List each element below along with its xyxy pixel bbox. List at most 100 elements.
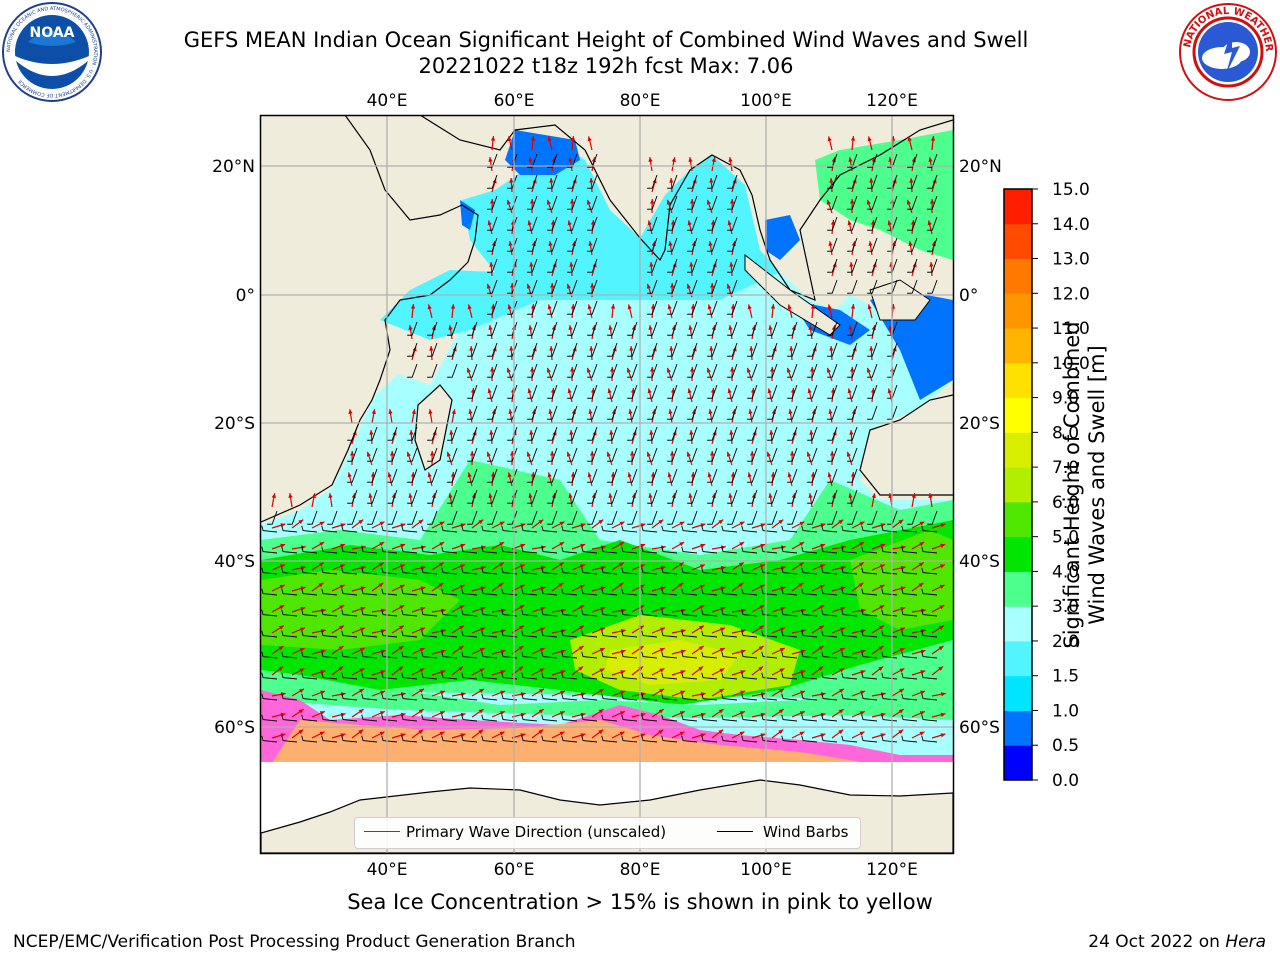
wave-arrow-head [470, 451, 475, 456]
wind-barb [281, 651, 298, 659]
wind-barb [361, 735, 378, 743]
wave-arrow-head [590, 388, 596, 393]
wave-arrow-head [320, 690, 326, 695]
wind-barb [501, 588, 518, 596]
wave-arrow-head [850, 304, 856, 309]
wave-arrow-head [278, 666, 284, 671]
wave-arrow-head [559, 731, 565, 736]
colorbar-segment [1004, 536, 1032, 572]
wind-barb [867, 384, 878, 399]
wind-barb [707, 216, 718, 231]
wind-barb [841, 693, 858, 701]
colorbar-segment [1004, 710, 1032, 746]
wave-arrow-head [728, 493, 733, 498]
wave-arrow-head [880, 543, 886, 548]
wind-barb [407, 321, 418, 336]
wave-arrow-head [789, 346, 794, 351]
wave-arrow-head [867, 136, 872, 142]
wave-arrow-head [546, 199, 551, 205]
wind-barb [281, 672, 298, 680]
wave-arrow-head [427, 472, 432, 478]
wave-arrow-head [606, 451, 611, 457]
wind-barb [847, 405, 858, 420]
wave-arrow-head [627, 304, 632, 310]
wave-arrow-head [818, 646, 824, 651]
wave-arrow-head [929, 262, 934, 267]
wave-arrow-head [647, 388, 652, 394]
wave-arrow-head [328, 493, 333, 498]
wave-arrow-head [558, 582, 564, 588]
wave-arrow-head [586, 199, 591, 205]
right-lat-label: 60°S [959, 718, 1000, 738]
wind-barb [427, 363, 438, 378]
wave-arrow-head [507, 472, 512, 478]
wave-arrow-head [570, 136, 576, 141]
footer-date-text: 24 Oct 2022 on [1088, 932, 1220, 952]
wind-barb [787, 468, 798, 483]
wave-arrow-head [787, 304, 792, 310]
wave-arrow-head [940, 523, 946, 528]
wave-arrow-head [649, 430, 654, 435]
wind-barb [721, 651, 738, 659]
wind-barb [427, 468, 438, 483]
wind-barb [727, 321, 738, 336]
wind-barb [487, 405, 498, 420]
wind-barb [641, 609, 658, 617]
wind-barb [301, 735, 318, 743]
wind-barb [341, 630, 358, 638]
wave-arrow-head [899, 648, 905, 652]
wind-barb [281, 735, 298, 743]
wind-barb [301, 714, 318, 722]
wind-barb [447, 426, 458, 441]
wave-arrow-head [658, 519, 664, 525]
wind-barb [847, 363, 858, 378]
wind-barb [641, 525, 658, 533]
wave-arrow-head [359, 648, 365, 652]
wind-barb [461, 546, 478, 554]
wave-arrow-head [319, 521, 325, 526]
wind-barb [907, 174, 918, 189]
wind-barb [561, 693, 578, 701]
wind-barb [261, 609, 278, 617]
wind-barb [707, 321, 718, 336]
wind-barb [667, 510, 678, 525]
wind-barb [807, 405, 818, 420]
wave-arrow-head [671, 157, 676, 163]
wave-arrow-head [918, 582, 924, 588]
wave-arrow-head [528, 157, 533, 162]
wind-barb [647, 426, 658, 441]
wave-arrow-head [430, 451, 435, 456]
scs-green [815, 130, 953, 260]
wave-arrow-head [659, 648, 665, 652]
chart-subtitle: 20221022 t18z 192h fcst Max: 7.06 [418, 54, 794, 78]
wind-barb [727, 468, 738, 483]
wind-barb [621, 525, 638, 533]
colorbar [1003, 188, 1033, 781]
wind-barb [727, 300, 738, 315]
wind-barb [581, 525, 598, 533]
wave-arrow-head [928, 157, 933, 162]
wave-arrow-head [766, 451, 771, 457]
wind-barb [761, 651, 778, 659]
wave-arrow-head [347, 472, 352, 478]
wind-barb [361, 693, 378, 701]
wind-barb [727, 489, 738, 504]
wind-barb [467, 468, 478, 483]
wind-barb [921, 651, 938, 659]
wave-arrow-head [298, 729, 304, 735]
wind-barb [867, 153, 878, 168]
wind-barb [921, 567, 938, 575]
wave-arrow-head [666, 199, 671, 205]
wave-arrow-head [589, 346, 594, 351]
wind-barb [567, 258, 578, 273]
wind-barb [807, 447, 818, 462]
wind-barb [521, 546, 538, 554]
seasia-coast [751, 119, 953, 301]
wave-arrow-head [420, 627, 426, 632]
wind-barb [867, 321, 878, 336]
wind-barb [381, 630, 398, 638]
wind-barb [281, 693, 298, 701]
wind-barb [507, 426, 518, 441]
wave-arrow-head [518, 625, 524, 630]
wave-arrow-head [868, 241, 873, 246]
